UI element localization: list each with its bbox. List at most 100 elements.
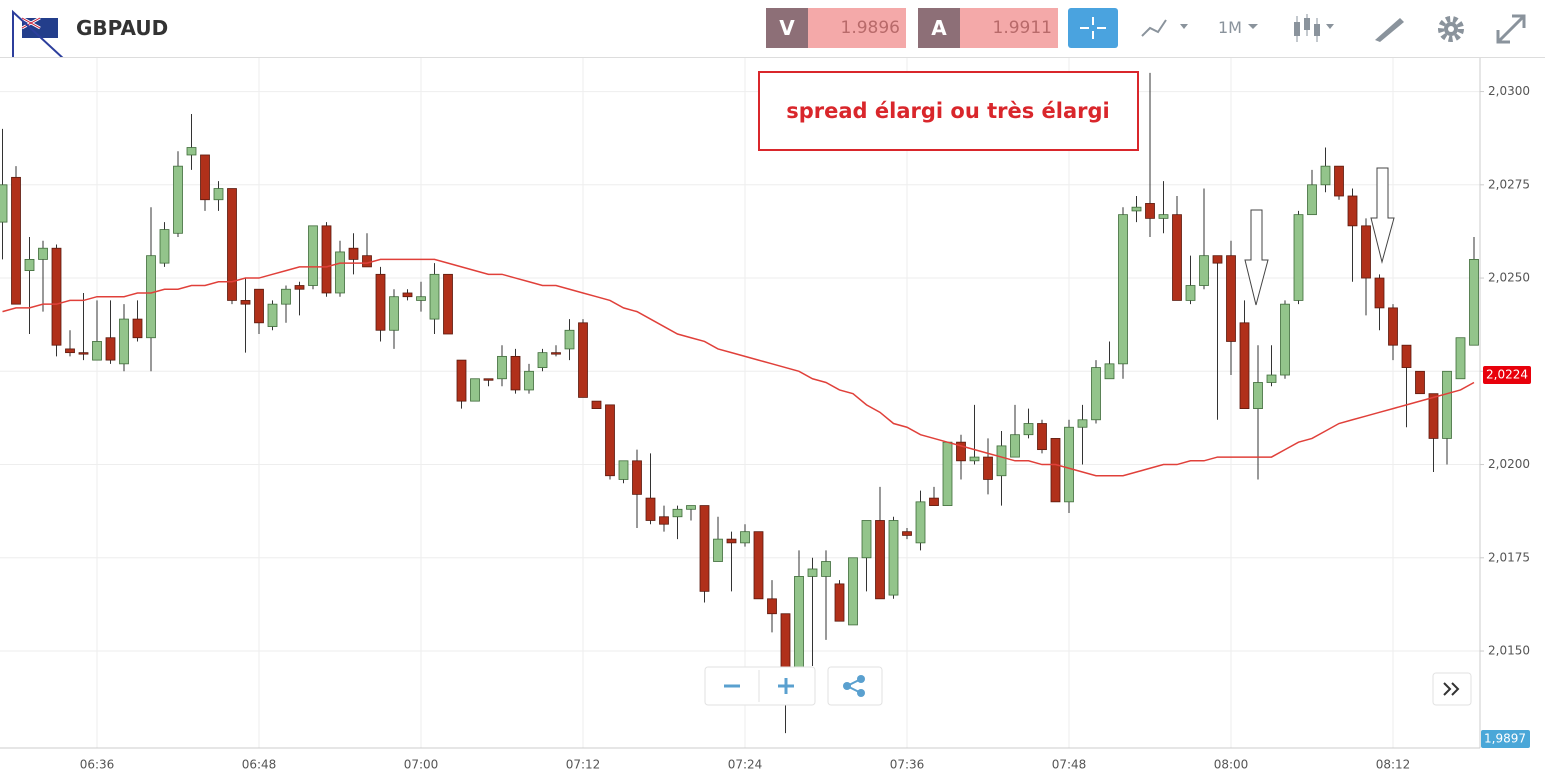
candle-body xyxy=(1172,214,1182,301)
candle-body xyxy=(1280,303,1290,376)
candle-body xyxy=(942,441,953,506)
candle-body xyxy=(1077,419,1088,428)
buy-label: A xyxy=(918,8,960,48)
candle-body xyxy=(1023,423,1034,436)
x-tick-label: 06:36 xyxy=(80,758,115,772)
candle-body xyxy=(969,456,980,462)
y-tick-label: 2,0250 xyxy=(1488,271,1530,285)
x-tick-label: 07:48 xyxy=(1052,758,1087,772)
candle-body xyxy=(591,400,602,409)
candle-body xyxy=(578,322,588,398)
candle-body xyxy=(1469,259,1479,346)
sell-label: V xyxy=(766,8,808,48)
candle-body xyxy=(335,251,345,294)
candle-body xyxy=(713,538,723,562)
candle-body xyxy=(186,147,197,156)
candle-body xyxy=(240,300,251,305)
candle-body xyxy=(1253,382,1263,409)
flag-icon xyxy=(12,9,64,57)
candle-body xyxy=(308,225,318,286)
candle-body xyxy=(11,176,21,305)
candle-body xyxy=(821,561,831,577)
candle-body xyxy=(1293,214,1304,301)
candle-body xyxy=(983,456,993,480)
zoom-controls xyxy=(704,666,1472,706)
candle-body xyxy=(1307,184,1317,216)
y-tick-label: 2,0200 xyxy=(1488,457,1530,471)
candle-body xyxy=(0,184,8,223)
zoom-group xyxy=(704,666,816,706)
share-button[interactable] xyxy=(827,666,883,706)
x-tick-label: 08:00 xyxy=(1214,758,1249,772)
candle-body xyxy=(767,598,777,615)
candle-body xyxy=(1455,337,1466,380)
fullscreen-button[interactable] xyxy=(1492,8,1532,48)
candle-body xyxy=(1104,363,1115,380)
candle-body xyxy=(996,445,1007,477)
timeframe[interactable]: 1M xyxy=(1218,18,1242,37)
candle-body xyxy=(105,337,116,361)
buy-button[interactable]: A 1.9911 xyxy=(918,8,1058,48)
chart-type-button[interactable] xyxy=(1136,8,1196,48)
candle-style-button[interactable] xyxy=(1290,8,1350,48)
candle-body xyxy=(470,378,480,402)
candle-body xyxy=(1199,255,1209,286)
candle-body xyxy=(659,516,669,525)
settings-button[interactable] xyxy=(1432,8,1472,48)
candle-body xyxy=(794,576,804,671)
timeframe-caret xyxy=(1248,24,1258,29)
scroll-icon xyxy=(1443,682,1460,696)
sell-button[interactable]: V 1.9896 xyxy=(766,8,906,48)
price-tag xyxy=(1483,366,1531,385)
candle-body xyxy=(1334,165,1344,197)
candle-body xyxy=(672,508,683,518)
candle-body xyxy=(1037,423,1047,451)
candle-body xyxy=(1050,438,1061,503)
candle-body xyxy=(348,247,359,260)
x-tick-label: 07:24 xyxy=(728,758,763,772)
y-tick-label: 2,0150 xyxy=(1488,644,1530,658)
candle-body xyxy=(65,348,75,354)
candle-body xyxy=(1212,255,1223,264)
candle-body xyxy=(267,303,278,327)
candle-body xyxy=(375,273,386,331)
candle-body xyxy=(254,288,264,324)
candle-body xyxy=(1442,370,1452,439)
buy-price: 1.9911 xyxy=(992,18,1052,38)
candle-body xyxy=(321,225,332,294)
candle-body xyxy=(645,497,656,521)
candle-body xyxy=(1428,393,1439,439)
candle-body xyxy=(686,505,696,510)
zoom-in-button[interactable] xyxy=(778,678,794,694)
candle-body xyxy=(1158,214,1169,219)
candle-body xyxy=(618,460,629,480)
candle-body xyxy=(1131,206,1142,212)
candle-body xyxy=(902,531,912,536)
toolbar: GBPAUD V 1.9896 A 1.9911 1M xyxy=(0,0,1545,58)
y-tick-label: 2,0300 xyxy=(1488,84,1530,98)
candle-body xyxy=(861,520,872,559)
candle-body xyxy=(159,229,170,264)
candle-body xyxy=(146,255,156,339)
candle-body xyxy=(1374,277,1385,309)
price-tag-label: 2,0224 xyxy=(1486,368,1528,382)
candle-body xyxy=(551,352,561,355)
candle-body xyxy=(753,531,764,600)
draw-tool-button[interactable] xyxy=(1370,8,1410,48)
candle-body xyxy=(24,259,35,271)
symbol: GBPAUD xyxy=(76,16,169,40)
crosshair-button[interactable] xyxy=(1068,8,1118,48)
candle-body xyxy=(483,378,494,381)
candle-body xyxy=(1347,195,1358,227)
candle-body xyxy=(78,352,89,355)
arrow xyxy=(1370,167,1395,264)
bottom-price-label: 1,9897 xyxy=(1484,732,1526,746)
x-tick-label: 07:00 xyxy=(404,758,439,772)
candle-body xyxy=(227,188,237,301)
scroll-right-button[interactable] xyxy=(1432,672,1472,706)
y-tick-label: 2,0175 xyxy=(1488,550,1530,564)
candle-body xyxy=(119,318,129,365)
x-tick-label: 07:36 xyxy=(890,758,925,772)
candle-body xyxy=(1266,374,1277,383)
candle-body xyxy=(632,460,642,495)
